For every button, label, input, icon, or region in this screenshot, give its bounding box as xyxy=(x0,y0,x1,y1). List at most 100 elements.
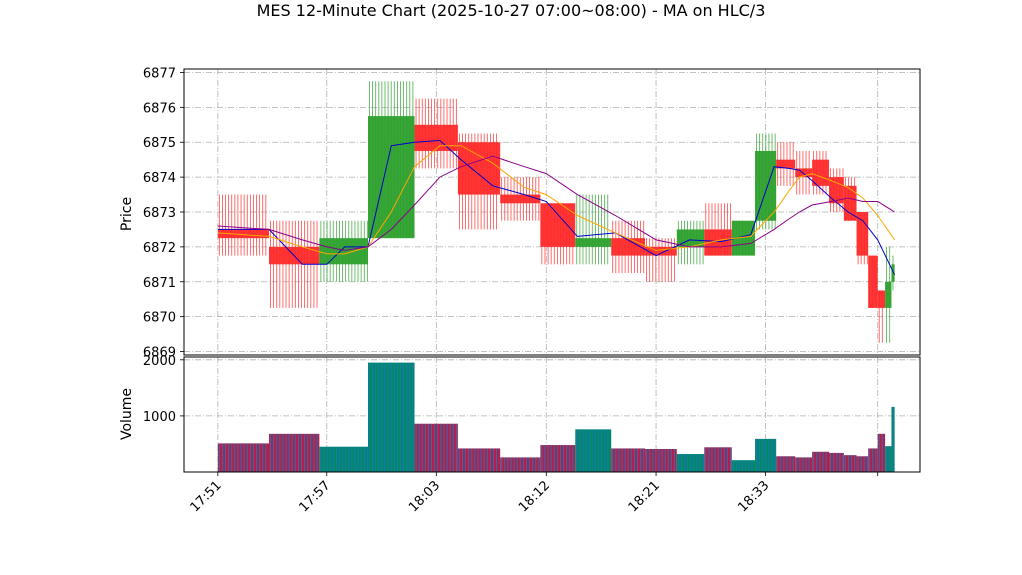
candle-down xyxy=(795,150,813,195)
price-tick-label: 6869 xyxy=(143,346,176,361)
volume-bar-fill xyxy=(575,429,612,472)
volume-bar-fill xyxy=(856,456,869,472)
candle-up xyxy=(676,220,705,265)
candle-body xyxy=(540,203,576,247)
candle-body xyxy=(457,142,501,195)
candle-down xyxy=(776,142,796,186)
volume-bar xyxy=(500,457,541,472)
volume-bar-fill xyxy=(812,451,830,472)
ma-line xyxy=(217,139,896,276)
candle-down xyxy=(843,177,857,221)
candle-body xyxy=(500,194,541,204)
volume-panel: 1000 2000 xyxy=(143,354,921,473)
volume-bar-fill xyxy=(877,433,886,472)
candle-body xyxy=(414,124,458,151)
price-tick-label: 6872 xyxy=(143,241,176,256)
candle-body xyxy=(645,246,677,256)
price-tick-label: 6873 xyxy=(143,206,176,221)
candle-up xyxy=(368,81,415,239)
volume-bars xyxy=(217,362,895,472)
candle-down xyxy=(856,212,869,265)
x-tick-label: 17:51 xyxy=(188,478,225,515)
volume-tick-label: 2000 xyxy=(143,354,176,369)
x-tick-label: 17:57 xyxy=(296,478,333,515)
volume-bar xyxy=(575,429,612,472)
price-tick-label: 6875 xyxy=(143,136,176,151)
candle-body xyxy=(829,177,844,204)
candle-down xyxy=(414,98,458,169)
volume-bar xyxy=(611,448,646,472)
candle-body xyxy=(812,159,830,186)
candle-body xyxy=(795,168,813,178)
volume-bar xyxy=(319,446,368,472)
volume-bar xyxy=(368,362,415,472)
volume-bar xyxy=(776,456,796,472)
candle-up xyxy=(575,194,612,265)
candle-down xyxy=(868,255,878,308)
volume-bar xyxy=(868,448,878,472)
x-tick-label: 18:12 xyxy=(516,478,553,515)
volume-bar xyxy=(812,451,830,472)
volume-bar-fill xyxy=(795,457,813,472)
volume-bar xyxy=(829,452,844,472)
volume-tick-label: 1000 xyxy=(143,410,176,425)
price-tick-label: 6874 xyxy=(143,171,176,186)
volume-panel-frame xyxy=(183,356,921,473)
candle-up xyxy=(891,255,895,291)
volume-bar-fill xyxy=(217,443,270,472)
candle-up xyxy=(755,133,777,230)
price-panel-frame xyxy=(183,68,921,356)
x-axis: 17:51 17:57 18:03 18:12 18:21 18:33 xyxy=(188,472,879,515)
volume-bar xyxy=(645,449,677,472)
candle-down xyxy=(877,290,886,343)
price-tick-label: 6876 xyxy=(143,101,176,116)
candle-body xyxy=(217,229,270,239)
volume-bar xyxy=(457,448,501,472)
volume-bar xyxy=(676,454,705,472)
volume-bar xyxy=(877,433,886,472)
volume-bar xyxy=(414,423,458,472)
x-tick-label: 18:33 xyxy=(735,478,772,515)
candle-down xyxy=(500,177,541,221)
volume-bar xyxy=(540,445,576,472)
volume-bar xyxy=(755,438,777,472)
candle-up xyxy=(319,220,368,282)
candle-body xyxy=(877,290,886,308)
volume-bar xyxy=(891,406,895,472)
chart-title: MES 12-Minute Chart (2025-10-27 07:00~08… xyxy=(257,1,766,20)
ma-line xyxy=(217,155,895,251)
x-tick-label: 18:21 xyxy=(626,478,663,515)
price-tick-label: 6877 xyxy=(143,66,176,81)
volume-bar-fill xyxy=(843,455,857,472)
volume-bar-fill xyxy=(414,423,458,472)
volume-bar-fill xyxy=(731,460,756,472)
price-tick-label: 6870 xyxy=(143,311,176,326)
candle-body xyxy=(575,238,612,247)
volume-axis-label: Volume xyxy=(119,388,135,440)
candle-body xyxy=(776,159,796,169)
volume-bar-fill xyxy=(885,446,892,472)
candle-body xyxy=(856,212,869,256)
volume-bar xyxy=(731,460,756,472)
candle-body xyxy=(755,150,777,221)
x-tick-label: 18:03 xyxy=(406,478,443,515)
volume-bar xyxy=(269,433,320,472)
volume-bar xyxy=(843,455,857,472)
candle-body xyxy=(843,185,857,221)
volume-bar xyxy=(704,447,732,472)
ma-line xyxy=(217,145,896,255)
volume-bar xyxy=(885,446,892,472)
candles xyxy=(217,81,895,343)
candle-body xyxy=(319,238,368,265)
candle-up xyxy=(885,246,892,343)
candle-body xyxy=(891,264,895,282)
candle-down xyxy=(704,203,732,256)
candle-down xyxy=(829,168,844,212)
price-axis-label: Price xyxy=(119,197,135,231)
candle-down xyxy=(217,194,270,256)
price-panel: 6869 6870 6871 6872 6873 6874 6875 6876 6877 xyxy=(143,66,921,361)
candle-down xyxy=(540,203,576,265)
volume-bar xyxy=(217,443,270,472)
candle-body xyxy=(368,116,415,239)
